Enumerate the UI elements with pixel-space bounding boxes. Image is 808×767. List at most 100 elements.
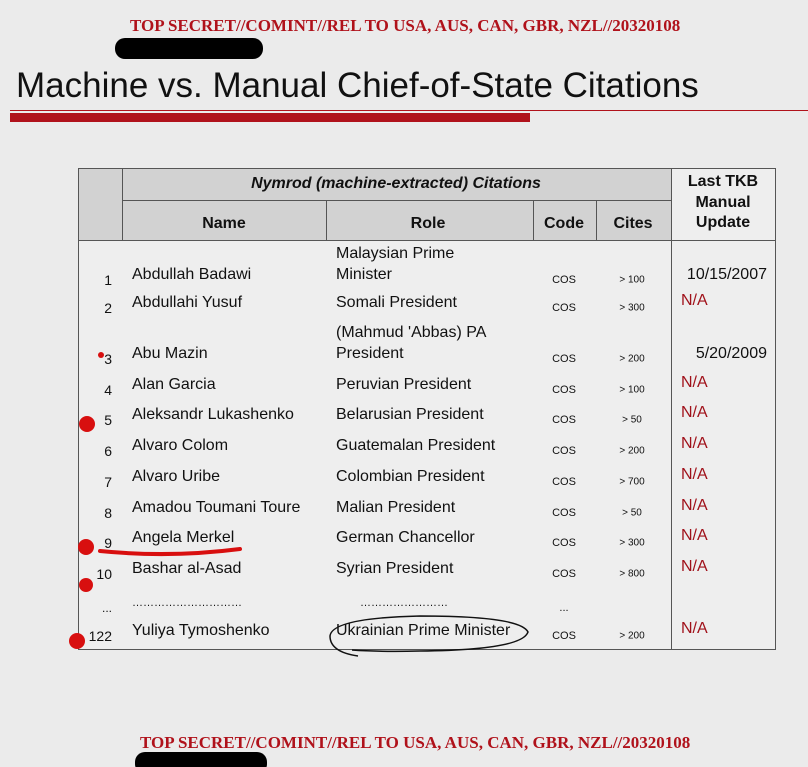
name: Angela Merkel [132,529,235,546]
column-header: Cites [613,215,653,232]
code: COS [552,353,576,365]
role: …………………… [360,597,448,609]
row-number: 7 [104,474,112,490]
row-number: ... [101,601,112,615]
cites: > 800 [619,568,645,580]
name: Alvaro Uribe [132,468,221,485]
role: Malaysian Prime [336,245,455,262]
column-header: Code [544,215,584,232]
name: Aleksandr Lukashenko [132,406,294,423]
update-na: N/A [681,527,708,544]
role: Belarusian President [336,406,484,423]
redaction [115,38,263,59]
cites: > 200 [619,445,645,457]
annotation-underline [98,547,242,557]
column-header: Update [695,214,751,231]
role: Syrian President [336,560,454,577]
annotation-dot [69,633,85,649]
name: Alan Garcia [132,376,216,393]
body-bg [78,240,671,650]
role: Somali President [336,294,457,311]
code: COS [552,568,576,580]
update-na: N/A [681,466,708,483]
last-col-bg [671,168,776,650]
rule-bar [10,113,530,122]
code: COS [552,384,576,396]
name: Amadou Toumani Toure [132,499,301,516]
code: COS [552,414,576,426]
code: COS [552,445,576,457]
cites: > 100 [619,274,645,286]
annotation-dot [79,578,93,592]
row-number: 6 [104,443,112,459]
classification-banner: TOP SECRET//COMINT//REL TO USA, AUS, CAN… [130,16,681,35]
code: COS [552,537,576,549]
code: COS [552,302,576,314]
row-number: 1 [104,272,112,288]
annotation-ellipse [329,615,529,657]
name: Alvaro Colom [132,437,229,454]
update-na: N/A [681,497,708,514]
row-number: 5 [104,412,112,428]
update-na: N/A [681,558,708,575]
update-date: 5/20/2009 [695,345,767,362]
cites: > 200 [619,630,645,642]
role: Minister [336,266,393,283]
row-number: 8 [104,505,112,521]
name: ………………………… [132,597,242,609]
update-na: N/A [681,435,708,452]
code: ... [559,602,569,614]
name: Abdullah Badawi [132,266,252,283]
redaction [135,752,267,767]
name: Abu Mazin [132,345,208,362]
code: COS [552,507,576,519]
row-number: 122 [88,628,112,644]
cites: > 50 [622,414,642,426]
role: Colombian President [336,468,485,485]
row-number: 10 [96,566,112,582]
classification-banner: TOP SECRET//COMINT//REL TO USA, AUS, CAN… [140,733,691,752]
annotation-dot [79,416,95,432]
annotation-dot [98,352,104,358]
role: Peruvian President [336,376,472,393]
group-header: Nymrod (machine-extracted) Citations [251,175,541,192]
rule [10,110,808,111]
row-number: 3 [104,351,112,367]
code: COS [552,274,576,286]
cites: > 700 [619,476,645,488]
header-bg [78,168,671,240]
cites: > 100 [619,384,645,396]
role: Guatemalan President [336,437,496,454]
role: Ukrainian Prime Minister [336,622,511,639]
update-na: N/A [681,292,708,309]
row-number: 2 [104,300,112,316]
column-header: Last TKB [687,173,759,190]
slide-title: Machine vs. Manual Chief-of-State Citati… [16,66,699,105]
column-header: Name [202,215,246,232]
code: COS [552,630,576,642]
row-number: 4 [104,382,112,398]
update-na: N/A [681,620,708,637]
column-header: Manual [695,193,751,211]
cites: > 200 [619,353,645,365]
role: German Chancellor [336,529,475,546]
update-na: N/A [681,374,708,391]
code: COS [552,476,576,488]
name: Abdullahi Yusuf [132,294,243,311]
row-number: 9 [104,535,112,551]
name: Bashar al-Asad [132,560,242,577]
table-border [78,168,776,650]
cites: > 300 [619,302,645,314]
role: (Mahmud 'Abbas) PA [336,324,487,341]
column-header: Role [410,215,446,232]
cites: > 300 [619,537,645,549]
role: Malian President [336,499,456,516]
update-na: N/A [681,404,708,421]
cites: > 50 [622,507,642,519]
name: Yuliya Tymoshenko [132,622,270,639]
update-date: 10/15/2007 [686,266,767,283]
role: President [336,345,404,362]
annotation-dot [78,539,94,555]
